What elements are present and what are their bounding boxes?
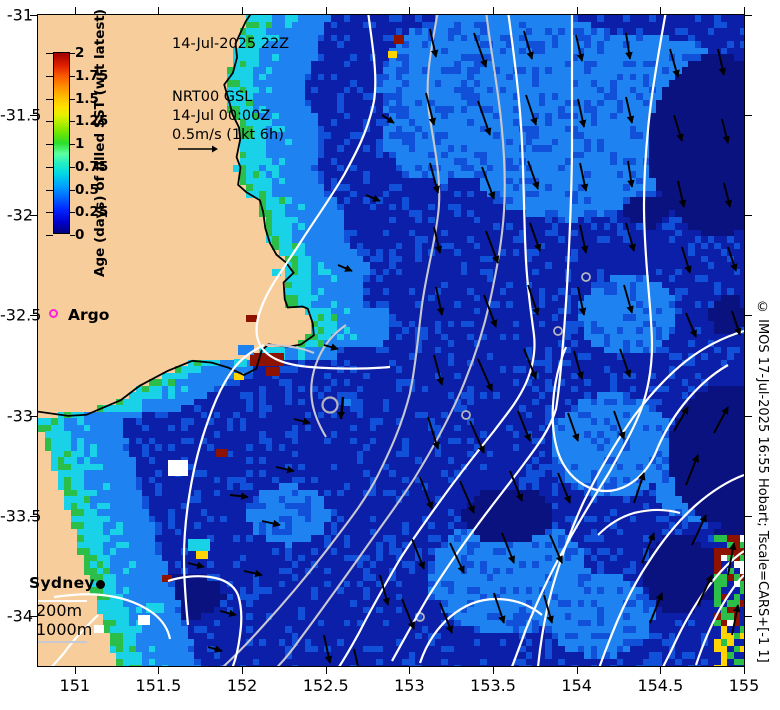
top-axis-tick: [744, 7, 745, 14]
right-axis-tick: [745, 615, 752, 617]
x-axis-label: 152.5: [303, 676, 349, 695]
y-axis-tick: [30, 615, 37, 617]
top-axis-tick: [660, 7, 662, 14]
x-axis-tick: [325, 667, 327, 674]
product-time-label: 14-Jul 00:00Z: [172, 108, 270, 124]
top-axis-tick: [158, 7, 160, 14]
right-axis-tick: [745, 15, 752, 16]
y-axis-tick: [30, 115, 37, 117]
y-axis-tick: [30, 315, 37, 317]
colorbar-tick: [46, 98, 53, 100]
y-axis-label: -31.5: [0, 106, 41, 125]
y-axis-tick: [30, 15, 37, 16]
sst-age-raster: [38, 15, 744, 666]
top-axis-tick: [493, 7, 495, 14]
x-axis-tick: [409, 667, 411, 674]
x-axis-tick: [576, 667, 578, 674]
map-plot-area[interactable]: [37, 14, 745, 667]
y-axis-label: -32: [0, 206, 33, 225]
colorbar-tick-inner: [70, 53, 75, 54]
timestamp-label: 14-Jul-2025 22Z: [172, 36, 289, 52]
x-axis-tick: [744, 667, 745, 674]
isobath-200m-legend-line: [37, 600, 87, 602]
colorbar-tick-label: 0: [75, 227, 84, 243]
colorbar-tick-inner: [70, 121, 75, 123]
x-axis-tick: [493, 667, 495, 674]
right-axis-tick: [745, 315, 752, 317]
place-label-sydney: Sydney: [29, 574, 95, 592]
right-axis-tick: [745, 515, 752, 517]
arrow-group: [187, 28, 742, 666]
colorbar-tick-label: 0.25: [75, 204, 108, 220]
x-axis-tick: [242, 667, 244, 674]
colorbar-tick: [46, 53, 53, 54]
colorbar-tick-label: 2: [75, 45, 84, 61]
ssh-contour-layer: [50, 15, 744, 666]
x-axis-label: 155: [729, 676, 760, 695]
colorbar-tick: [46, 121, 53, 123]
colorbar-tick-label: 1.5: [75, 91, 99, 107]
colorbar-tick: [46, 189, 53, 191]
x-axis-label: 153: [394, 676, 425, 695]
colorbar-tick-inner: [70, 189, 75, 191]
y-axis-label: -32.5: [0, 306, 41, 325]
argo-legend-marker-icon: [49, 309, 58, 318]
argo-legend-label: Argo: [68, 306, 109, 324]
y-axis-label: -33: [0, 406, 33, 425]
top-axis-tick: [242, 7, 244, 14]
coastline-layer: [38, 15, 315, 417]
x-axis-label: 153.5: [470, 676, 516, 695]
y-axis-tick: [30, 515, 37, 517]
top-axis-tick: [325, 7, 327, 14]
colorbar-tick-inner: [70, 235, 75, 236]
colorbar-tick: [46, 166, 53, 168]
x-axis-tick: [660, 667, 662, 674]
colorbar-tick: [46, 212, 53, 214]
credit-text: © IMOS 17-Jul-2025 16:55 Hobart; Tscale=…: [755, 300, 770, 663]
x-axis-label: 152: [227, 676, 258, 695]
y-axis-tick: [30, 215, 37, 217]
vector-scale-label: 0.5m/s (1kt 6h): [172, 127, 284, 143]
right-axis-tick: [745, 115, 752, 117]
colorbar: [53, 52, 70, 234]
top-axis-tick: [576, 7, 578, 14]
colorbar-tick-inner: [70, 75, 75, 77]
colorbar-tick-inner: [70, 212, 75, 214]
argo-float-marker-2: [415, 272, 591, 622]
top-axis-tick: [409, 7, 411, 14]
x-axis-label: 154.5: [637, 676, 683, 695]
y-axis-label: -31: [0, 6, 33, 25]
product-label: NRT00 GSL: [172, 89, 252, 105]
argo-float-marker: [321, 396, 351, 420]
colorbar-tick-label: 1.75: [75, 68, 108, 84]
colorbar-tick: [46, 235, 53, 236]
colorbar-tick-inner: [70, 98, 75, 100]
x-axis-label: 151: [60, 676, 91, 695]
colorbar-tick-label: 1.25: [75, 113, 108, 129]
isobath-1000m-layer: [222, 15, 591, 666]
colorbar-tick-inner: [70, 144, 75, 145]
place-marker-sydney: [96, 580, 105, 589]
colorbar-tick-label: 0.5: [75, 182, 99, 198]
isobath-1000m-legend-label: 1000m: [36, 620, 92, 639]
x-axis-label: 154: [561, 676, 592, 695]
current-vector-layer: [187, 28, 742, 666]
colorbar-tick-label: 0.75: [75, 159, 108, 175]
vector-scale-arrow-icon: [178, 145, 218, 153]
x-axis-tick: [158, 667, 160, 674]
x-axis-tick: [74, 667, 76, 674]
right-axis-tick: [745, 215, 752, 217]
colorbar-tick-inner: [70, 166, 75, 168]
colorbar-tick: [46, 144, 53, 145]
y-axis-tick: [30, 415, 37, 417]
x-axis-label: 151.5: [136, 676, 182, 695]
y-axis-label: -34: [0, 606, 33, 625]
colorbar-tick: [46, 75, 53, 77]
isobath-1000m-legend-line: [37, 641, 87, 643]
right-axis-tick: [745, 415, 752, 417]
isobath-200m-legend-label: 200m: [36, 601, 82, 620]
top-axis-tick: [74, 7, 76, 14]
colorbar-tick-label: 1: [75, 136, 84, 152]
y-axis-label: -33.5: [0, 506, 41, 525]
